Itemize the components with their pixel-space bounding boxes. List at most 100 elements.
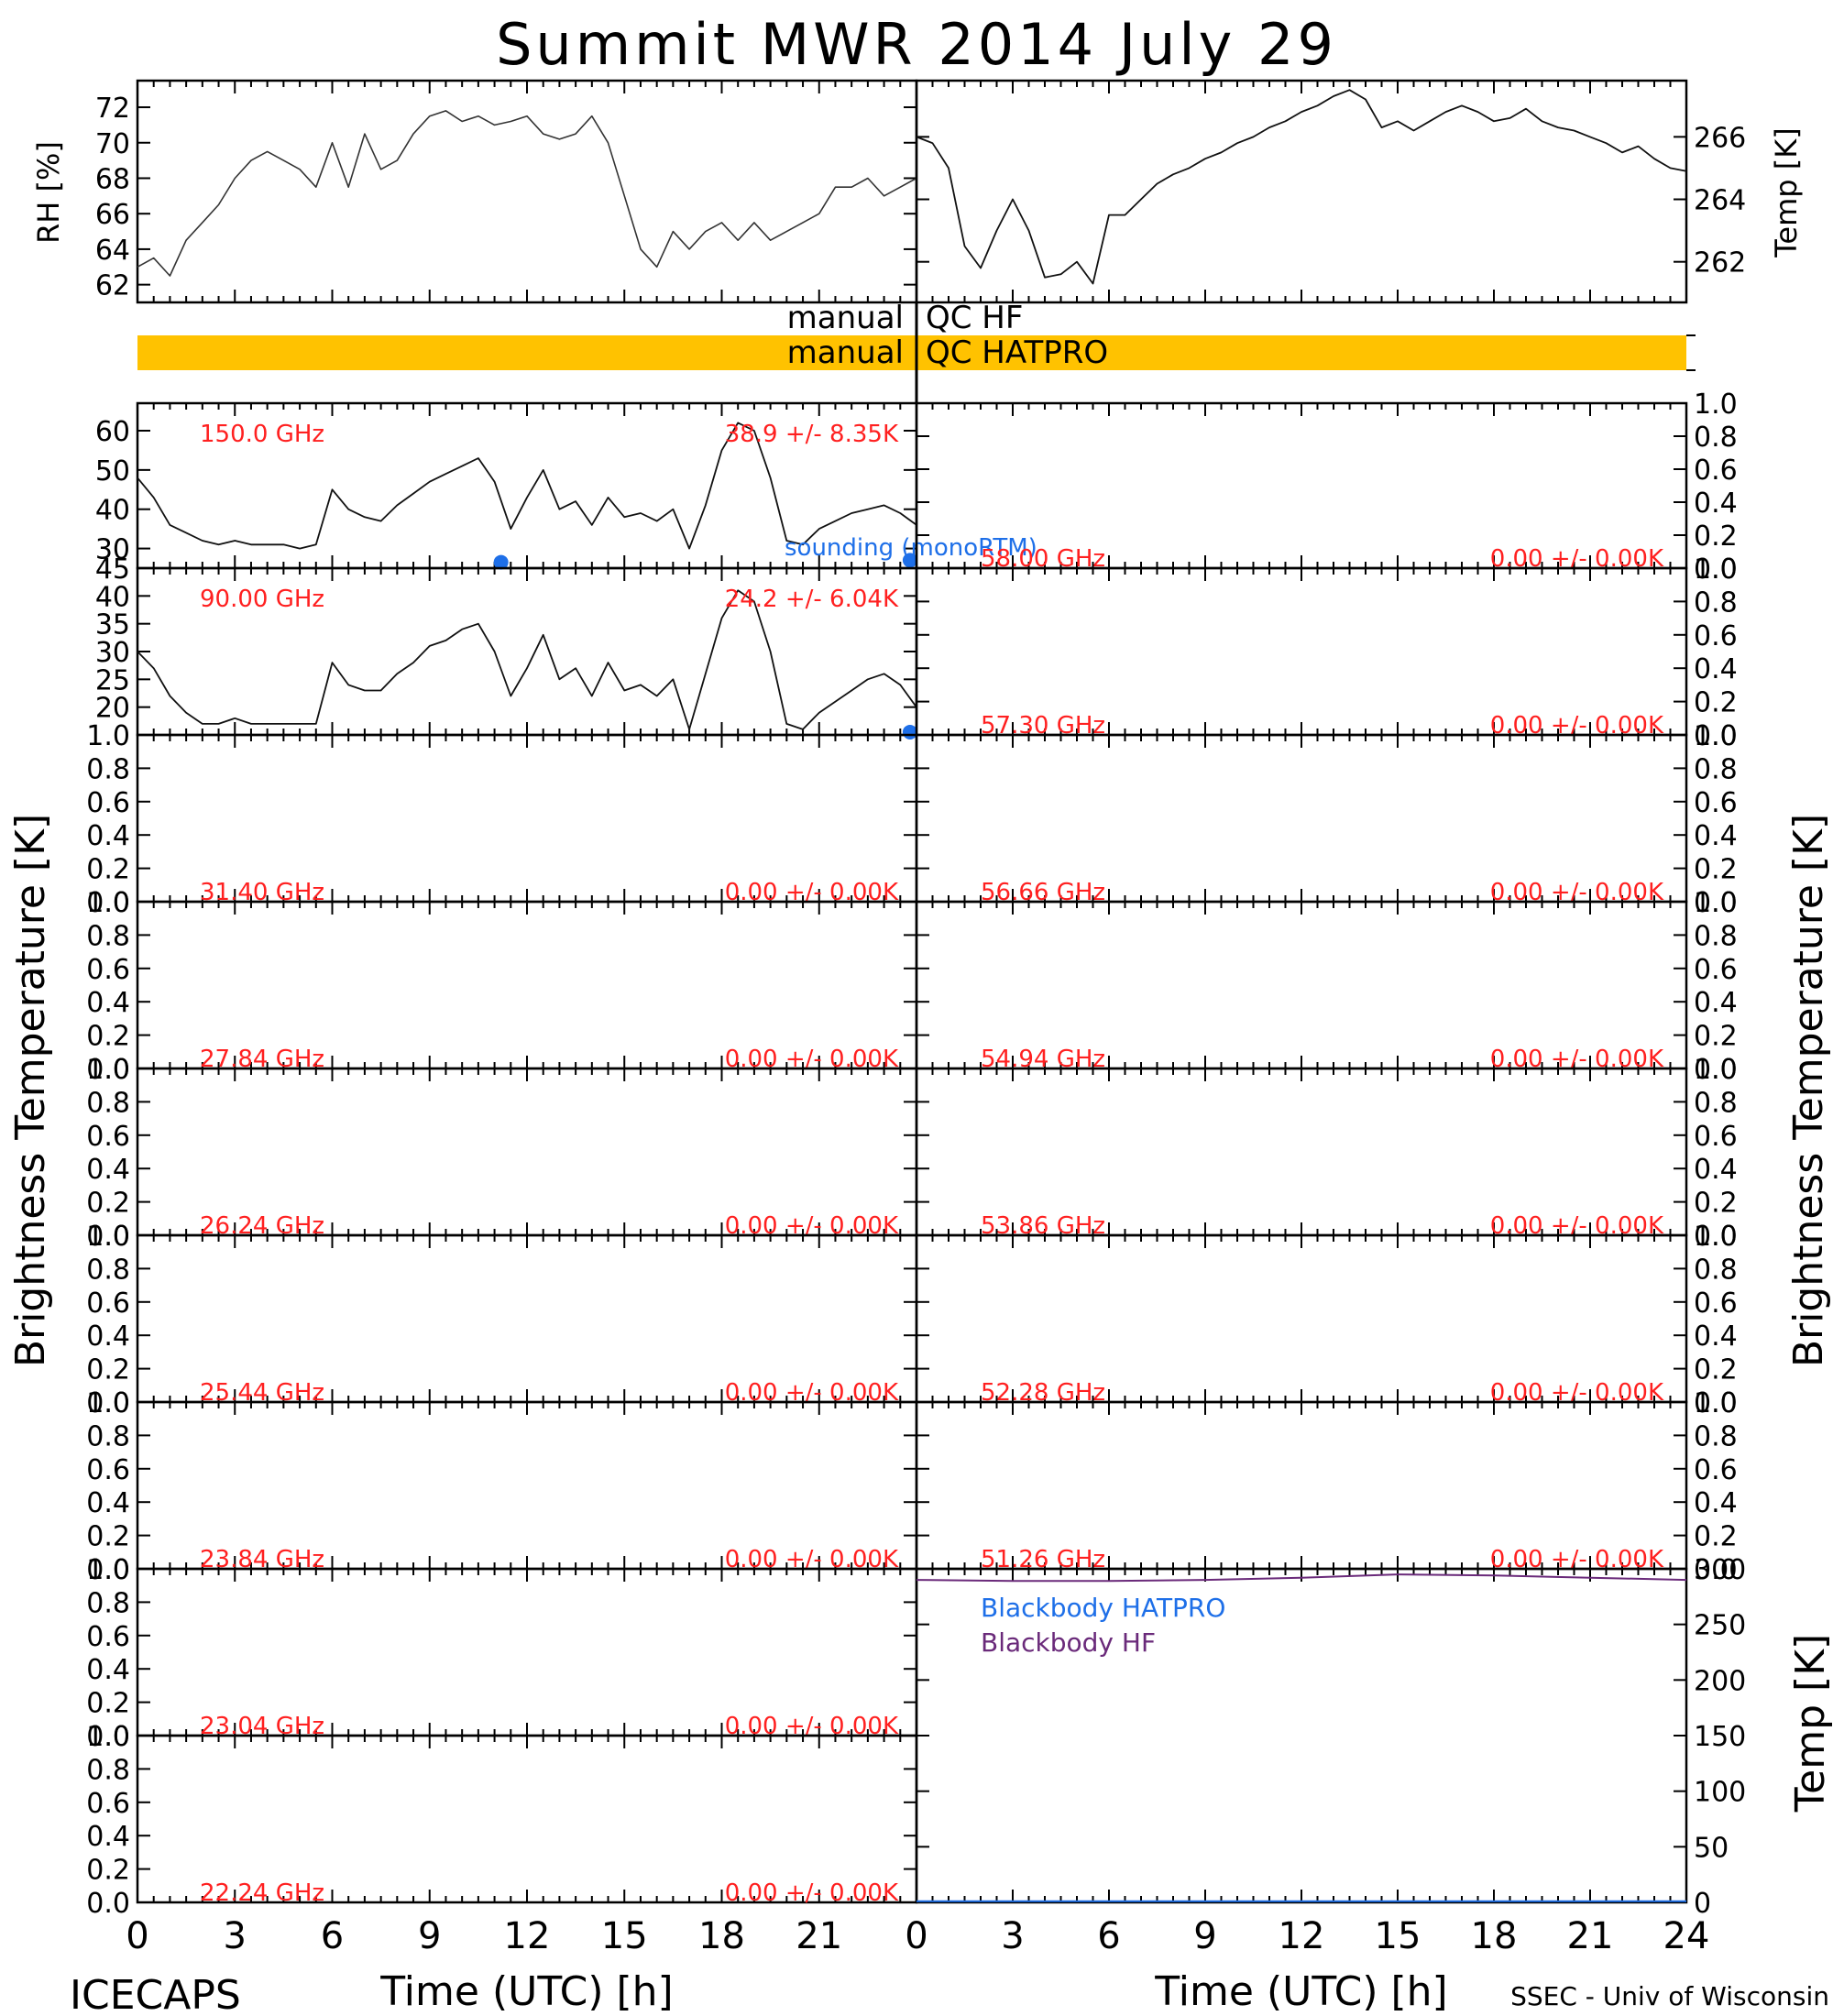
panel-tb-54.94: 0.00.20.40.60.81.054.94 GHz 0.00 +/- 0.00… [915, 887, 1738, 1086]
y-tick-label: 300 [1694, 1554, 1746, 1586]
tb-150-series [137, 422, 917, 550]
y-tick-label: 0.0 [86, 1721, 130, 1753]
panel-tb-26.24: 0.00.20.40.60.81.026.24 GHz 0.00 +/- 0.00… [86, 1054, 918, 1253]
y-tick-label: 0.8 [86, 1754, 130, 1786]
y-tick-label: 1.0 [1694, 1221, 1738, 1253]
y-tick-label: 40 [95, 495, 130, 527]
y-tick-label: 0.2 [86, 1021, 130, 1053]
qc-hatpro-left-label: manual [787, 334, 904, 371]
y-tick-label: 30 [95, 637, 130, 669]
temp-series [916, 89, 1687, 285]
y-tick-label: 0.6 [1694, 620, 1738, 652]
panel-tb-53.86-frame [915, 1067, 1688, 1237]
x-tick-label-right: 15 [1375, 1915, 1421, 1957]
rh-panel-frame [136, 79, 918, 304]
y-tick-label: 0.2 [1694, 1021, 1738, 1053]
panel-tb-51.26: 0.00.20.40.60.81.051.26 GHz 0.00 +/- 0.00… [915, 1387, 1738, 1586]
y-tick-label: 0.2 [86, 854, 130, 886]
panel-tb-57.30: 0.00.20.40.60.81.057.30 GHz 0.00 +/- 0.00… [915, 553, 1738, 752]
y-tick-label: 64 [95, 235, 130, 267]
y-tick-label: 0.4 [86, 1654, 130, 1686]
y-tick-label: 0.8 [86, 1587, 130, 1619]
y-tick-label: 266 [1694, 122, 1746, 154]
y-tick-label: 0.6 [1694, 455, 1738, 487]
y-tick-label: 0.0 [86, 1387, 130, 1419]
y-tick-label: 200 [1694, 1665, 1746, 1697]
y-tick-label: 0.0 [1694, 887, 1738, 919]
y-tick-label: 0.4 [86, 1320, 130, 1353]
y-tick-label: 0.2 [86, 1688, 130, 1720]
sounding-marker [493, 554, 509, 570]
x-tick-label-left: 21 [796, 1915, 842, 1957]
panel-tb-23.84: 0.00.20.40.60.81.023.84 GHz 0.00 +/- 0.00… [86, 1387, 918, 1586]
tb-90-stat-label: 24.2 +/- 6.04K [725, 586, 899, 613]
rh-axis-label: RH [%] [31, 141, 66, 244]
panel-tb-52.28: 0.00.20.40.60.81.052.28 GHz 0.00 +/- 0.00… [915, 1221, 1738, 1419]
y-tick-label: 0.2 [1694, 1521, 1738, 1553]
panel-tb-22.24: 0.00.20.40.60.81.022.24 GHz 0.00 +/- 0.00… [86, 1721, 918, 1920]
y-tick-label: 66 [95, 199, 130, 231]
y-tick-label: 1.0 [86, 1721, 130, 1753]
y-tick-label: 0.6 [86, 1287, 130, 1320]
y-tick-label: 0.4 [1694, 488, 1738, 520]
y-tick-label: 1.0 [1694, 1387, 1738, 1419]
y-tick-label: 0.8 [1694, 586, 1738, 619]
y-tick-label: 0.4 [86, 987, 130, 1019]
y-tick-label: 264 [1694, 185, 1746, 217]
y-tick-label: 0.0 [1694, 720, 1738, 752]
x-tick-label-right: 24 [1663, 1915, 1710, 1957]
panel-tb-58.00: 0.00.20.40.60.81.058.00 GHz 0.00 +/- 0.00… [915, 389, 1738, 586]
x-tick-label-right: 18 [1471, 1915, 1518, 1957]
qc-panel: manual QC HF manual QC HATPRO [137, 300, 1696, 403]
panel-tb-150: 30 40 50 60 150.0 GHz 38.9 +/- 8.35K sounding … [95, 401, 1037, 570]
tb-22.24-stat-label: 0.00 +/- 0.00K [725, 1879, 899, 1907]
y-tick-label: 0.0 [1694, 1221, 1738, 1253]
x-tick-label-left: 9 [418, 1915, 441, 1957]
y-tick-label: 62 [95, 270, 130, 302]
y-tick-label: 250 [1694, 1610, 1746, 1642]
y-tick-label: 0.4 [86, 1821, 130, 1853]
qc-hf-left-label: manual [787, 300, 904, 336]
y-tick-label: 262 [1694, 247, 1746, 279]
y-tick-label: 0.0 [86, 1054, 130, 1086]
x-axis-label-left: Time (UTC) [h] [379, 1968, 673, 2015]
y-tick-label: 0 [1694, 1888, 1711, 1920]
y-tick-label: 1.0 [1694, 553, 1738, 586]
x-axis-label-right: Time (UTC) [h] [1154, 1968, 1447, 2015]
qc-hatpro-right-label: QC HATPRO [926, 334, 1108, 371]
temp-axis-label: Temp [K] [1769, 127, 1804, 257]
panel-tb-53.86: 0.00.20.40.60.81.053.86 GHz 0.00 +/- 0.00… [915, 1054, 1738, 1253]
blackbody-panel: 0 50 100 150 200 250 300 Blackbody HATPRO Blackb… [915, 1554, 1746, 1920]
y-tick-label: 25 [95, 664, 130, 696]
y-tick-label: 45 [95, 553, 130, 586]
x-tick-label-right: 9 [1193, 1915, 1216, 1957]
tb-150-stat-label: 38.9 +/- 8.35K [725, 421, 899, 448]
tb-150-freq-label: 150.0 GHz [200, 421, 324, 448]
y-tick-label: 0.0 [1694, 1554, 1738, 1586]
y-tick-label: 0.4 [86, 1154, 130, 1186]
y-tick-label: 0.8 [1694, 753, 1738, 785]
y-tick-label: 0.2 [1694, 1188, 1738, 1220]
y-tick-label: 0.2 [1694, 687, 1738, 719]
y-tick-label: 1.0 [1694, 720, 1738, 752]
temp-panel: 262 264 266 [915, 79, 1746, 304]
y-tick-label: 0.8 [1694, 1254, 1738, 1286]
y-tick-label: 0.8 [86, 1420, 130, 1452]
y-tick-label: 0.8 [86, 1087, 130, 1119]
legend-1: Blackbody HF [981, 1627, 1156, 1658]
panel-tb-25.44: 0.00.20.40.60.81.025.44 GHz 0.00 +/- 0.00… [86, 1221, 918, 1419]
y-axis-label-tb-right: Brightness Temperature [K] [1785, 814, 1832, 1367]
panel-tb-54.94-frame [915, 900, 1688, 1070]
legend-0: Blackbody HATPRO [981, 1593, 1225, 1623]
y-tick-label: 0.8 [86, 920, 130, 952]
y-tick-label: 100 [1694, 1777, 1746, 1809]
tb-90-freq-label: 90.00 GHz [200, 586, 324, 613]
panel-tb-26.24-frame [136, 1067, 918, 1237]
y-tick-label: 0.4 [1694, 1487, 1738, 1519]
panel-tb-23.04-frame [136, 1567, 918, 1737]
y-tick-label: 20 [95, 693, 130, 725]
y-tick-label: 150 [1694, 1721, 1746, 1753]
y-tick-label: 0.2 [86, 1855, 130, 1887]
y-tick-label: 0.0 [86, 887, 130, 919]
